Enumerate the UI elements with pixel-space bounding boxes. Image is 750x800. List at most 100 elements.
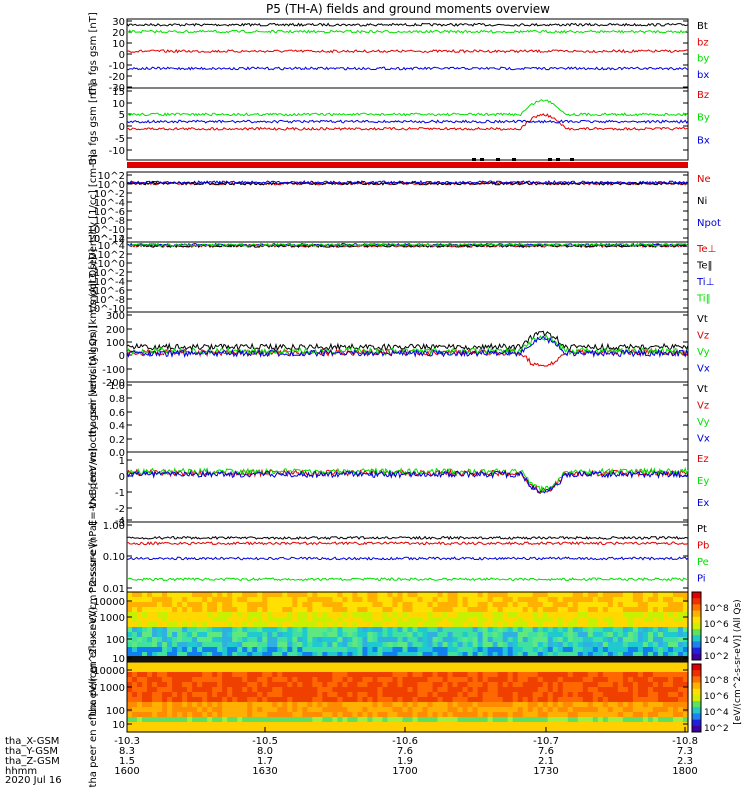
spectrogram-cell bbox=[172, 697, 178, 703]
spectrogram-cell bbox=[652, 697, 659, 703]
spectrogram-cell bbox=[662, 692, 669, 698]
spectrogram-cell bbox=[382, 602, 389, 608]
spectrogram-cell bbox=[572, 727, 579, 733]
spectrogram-cell bbox=[417, 627, 424, 633]
spectrogram-cell bbox=[167, 727, 173, 733]
spectrogram-cell bbox=[417, 712, 424, 718]
spectrogram-cell bbox=[257, 612, 263, 618]
spectrogram-cell bbox=[197, 607, 203, 613]
spectrogram-cell bbox=[357, 692, 364, 698]
spectrogram-cell bbox=[422, 712, 429, 718]
spectrogram-cell bbox=[397, 637, 404, 643]
spectrogram-cell bbox=[447, 592, 454, 598]
spectrogram-cell bbox=[207, 692, 213, 698]
spectrogram-cell bbox=[567, 622, 574, 628]
spectrogram-cell bbox=[462, 677, 469, 683]
spectrogram-cell bbox=[432, 707, 439, 713]
spectrogram-cell bbox=[152, 607, 158, 613]
spectrogram-cell bbox=[682, 632, 689, 638]
spectrogram-cell bbox=[207, 612, 213, 618]
spectrogram-cell bbox=[322, 597, 328, 603]
spectrogram-cell bbox=[307, 602, 313, 608]
spectrogram-cell bbox=[622, 682, 629, 688]
colorbar-tick: 10^6 bbox=[704, 620, 729, 630]
spectrogram-cell bbox=[217, 647, 223, 653]
spectrogram-cell bbox=[547, 717, 554, 723]
spectrogram-cell bbox=[452, 717, 459, 723]
spectrogram-cell bbox=[537, 727, 544, 733]
spectrogram-cell bbox=[347, 677, 354, 683]
spectrogram-cell bbox=[247, 682, 253, 688]
spectrogram-cell bbox=[187, 647, 193, 653]
spectrogram-cell bbox=[232, 592, 238, 598]
spectrogram-cell bbox=[347, 697, 354, 703]
spectrogram-cell bbox=[402, 602, 409, 608]
spectrogram-cell bbox=[322, 602, 328, 608]
spectrogram-cell bbox=[302, 702, 308, 708]
spectrogram-cell bbox=[212, 607, 218, 613]
spectrogram-cell bbox=[662, 697, 669, 703]
spectrogram-cell bbox=[177, 707, 183, 713]
spectrogram-cell bbox=[447, 722, 454, 728]
spectrogram-cell bbox=[442, 697, 449, 703]
series-line-Ey bbox=[126, 467, 689, 494]
spectrogram-cell bbox=[317, 677, 323, 683]
spectrogram-cell bbox=[677, 602, 684, 608]
spectrogram-cell bbox=[217, 607, 223, 613]
spectrogram-cell bbox=[187, 597, 193, 603]
spectrogram-cell bbox=[657, 677, 664, 683]
spectrogram-cell bbox=[262, 717, 268, 723]
spectrogram-cell bbox=[577, 697, 584, 703]
spectrogram-cell bbox=[242, 592, 248, 598]
colorbar-swatch bbox=[692, 641, 701, 649]
spectrogram-cell bbox=[287, 602, 293, 608]
spectrogram-cell bbox=[172, 652, 178, 658]
spectrogram-cell bbox=[187, 607, 193, 613]
spectrogram-cell bbox=[392, 652, 399, 658]
spectrogram-cell bbox=[152, 612, 158, 618]
spectrogram-cell bbox=[657, 612, 664, 618]
spectrogram-cell bbox=[652, 607, 659, 613]
y-tick-label: -2 bbox=[115, 504, 125, 515]
spectrogram-cell bbox=[447, 652, 454, 658]
spectrogram-cell bbox=[557, 647, 564, 653]
spectrogram-cell bbox=[482, 677, 489, 683]
spectrogram-cell bbox=[622, 597, 629, 603]
spectrogram-cell bbox=[522, 612, 529, 618]
spectrogram-cell bbox=[222, 712, 228, 718]
spectrogram-cell bbox=[257, 592, 263, 598]
spectrogram-cell bbox=[517, 667, 524, 673]
spectrogram-cell bbox=[662, 672, 669, 678]
spectrogram-cell bbox=[657, 712, 664, 718]
spectrogram-cell bbox=[627, 682, 634, 688]
spectrogram-cell bbox=[597, 687, 604, 693]
spectrogram-cell bbox=[137, 612, 143, 618]
spectrogram-cell bbox=[127, 662, 133, 668]
spectrogram-cell bbox=[327, 652, 333, 658]
spectrogram-cell bbox=[277, 682, 283, 688]
spectrogram-cell bbox=[392, 667, 399, 673]
spectrogram-cell bbox=[382, 622, 389, 628]
spectrogram-cell bbox=[352, 597, 359, 603]
spectrogram-cell bbox=[457, 622, 464, 628]
y-tick-label: 0.01 bbox=[103, 584, 125, 595]
spectrogram-cell bbox=[287, 697, 293, 703]
spectrogram-cell bbox=[667, 602, 674, 608]
y-axis-label: tha peir velocity gsm [km/s (All Qs)] bbox=[88, 257, 99, 438]
spectrogram-cell bbox=[192, 702, 198, 708]
spectrogram-cell bbox=[502, 712, 509, 718]
spectrogram-cell bbox=[412, 597, 419, 603]
spectrogram-cell bbox=[282, 637, 288, 643]
spectrogram-cell bbox=[407, 717, 414, 723]
spectrogram-cell bbox=[217, 627, 223, 633]
spectrogram-cell bbox=[617, 667, 624, 673]
spectrogram-cell bbox=[577, 672, 584, 678]
spectrogram-cell bbox=[237, 712, 243, 718]
spectrogram-cell bbox=[592, 682, 599, 688]
spectrogram-cell bbox=[672, 702, 679, 708]
spectrogram-cell bbox=[477, 627, 484, 633]
spectrogram-cell bbox=[457, 667, 464, 673]
y-tick-label: 10 bbox=[112, 654, 125, 665]
spectrogram-cell bbox=[142, 597, 148, 603]
spectrogram-cell bbox=[167, 692, 173, 698]
